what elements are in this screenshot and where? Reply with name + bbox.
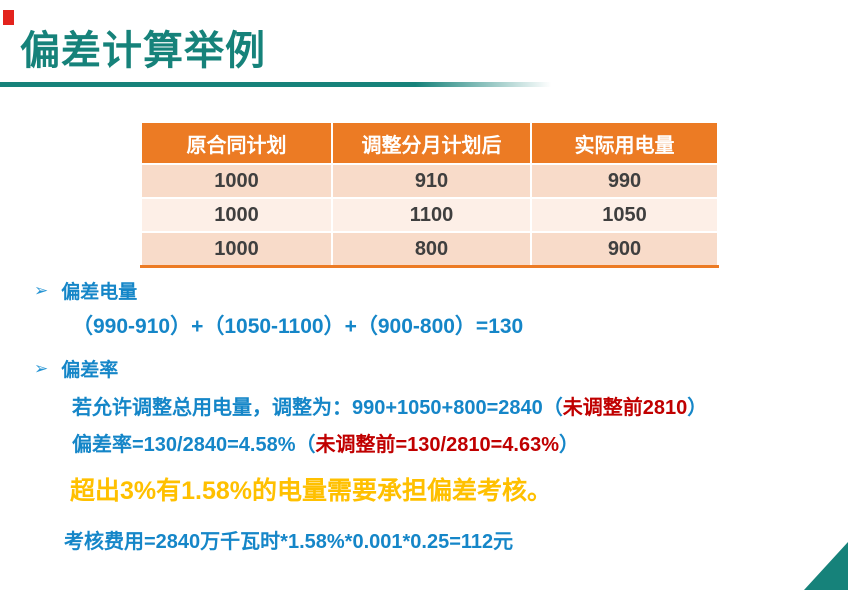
formula-red-part: 未调整前=130/2810=4.63% xyxy=(315,434,560,456)
formula-red-part: 未调整前2810 xyxy=(562,397,688,419)
adjusted-total-formula: 若允许调整总用电量，调整为：990+1050+800=2840（未调整前2810… xyxy=(72,391,707,420)
table-cell: 990 xyxy=(530,163,719,199)
table-cell: 1100 xyxy=(331,197,532,233)
table-cell: 1050 xyxy=(530,197,719,233)
example-table: 原合同计划 调整分月计划后 实际用电量 1000 910 990 1000 11… xyxy=(140,121,719,268)
red-corner-mark xyxy=(3,10,14,25)
table-cell: 900 xyxy=(530,231,719,268)
table-header-actual-usage: 实际用电量 xyxy=(530,121,719,165)
bullet-label: 偏差电量 xyxy=(61,282,138,303)
table-cell: 1000 xyxy=(140,197,333,233)
table-row: 1000 800 900 xyxy=(140,231,719,268)
formula-close-paren: ） xyxy=(559,434,579,456)
table-cell: 800 xyxy=(331,231,532,268)
table-header-adjusted-plan: 调整分月计划后 xyxy=(331,121,532,165)
bullet-label: 偏差率 xyxy=(61,360,119,381)
formula-blue-part: 若允许调整总用电量，调整为：990+1050+800=2840（ xyxy=(72,397,563,419)
deviation-volume-formula: （990-910）+（1050-1100）+（900-800）=130 xyxy=(72,315,524,338)
page-title: 偏差计算举例 xyxy=(20,29,266,73)
formula-close-paren: ） xyxy=(687,397,708,419)
title-underline xyxy=(0,82,848,87)
bullet-deviation-volume: ➢ 偏差电量 xyxy=(34,277,137,304)
table-row: 1000 910 990 xyxy=(140,163,719,199)
formula-blue-part: 偏差率=130/2840=4.58%（ xyxy=(72,434,316,456)
assessment-highlight: 超出3%有1.58%的电量需要承担偏差考核。 xyxy=(70,477,553,505)
table-cell: 1000 xyxy=(140,231,333,268)
corner-triangle-decoration xyxy=(804,542,848,590)
table-cell: 1000 xyxy=(140,163,333,199)
arrow-bullet-icon: ➢ xyxy=(34,281,49,300)
deviation-rate-formula: 偏差率=130/2840=4.58%（未调整前=130/2810=4.63%） xyxy=(72,428,579,457)
table-cell: 910 xyxy=(331,163,532,199)
bullet-deviation-rate: ➢ 偏差率 xyxy=(34,355,118,382)
arrow-bullet-icon: ➢ xyxy=(34,359,49,378)
table-row: 1000 1100 1050 xyxy=(140,197,719,233)
table-header-original-plan: 原合同计划 xyxy=(140,121,333,165)
table-header-row: 原合同计划 调整分月计划后 实际用电量 xyxy=(140,121,719,165)
assessment-fee-formula: 考核费用=2840万千瓦时*1.58%*0.001*0.25=112元 xyxy=(64,531,514,553)
